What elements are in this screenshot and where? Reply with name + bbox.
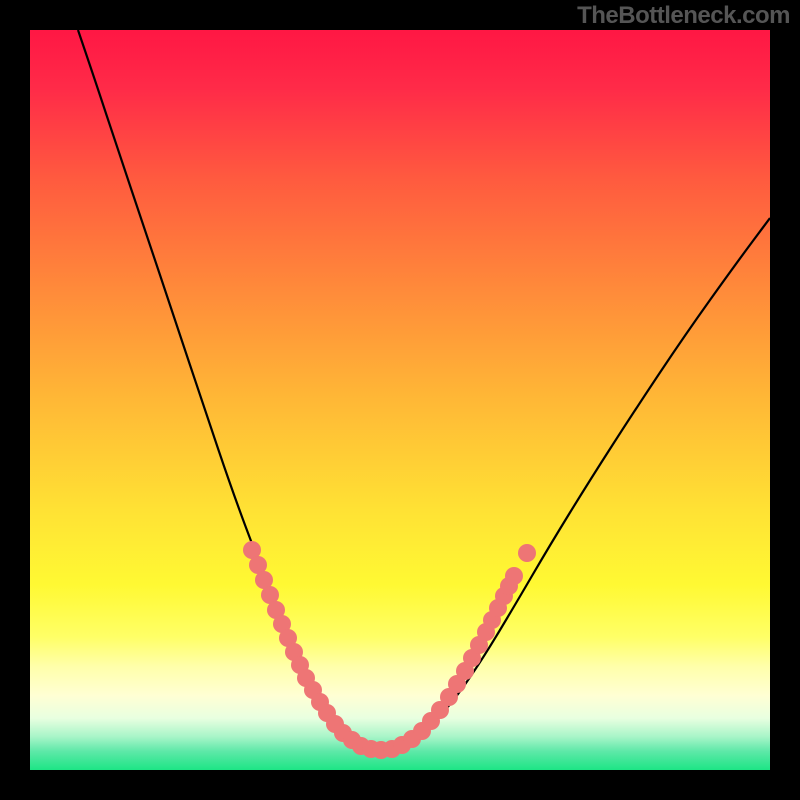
- frame-left: [0, 0, 30, 800]
- plot-background: [30, 30, 770, 770]
- data-marker: [518, 544, 536, 562]
- data-marker: [505, 567, 523, 585]
- bottleneck-chart: [0, 0, 800, 800]
- frame-right: [770, 0, 800, 800]
- frame-bottom: [0, 770, 800, 800]
- watermark-text: TheBottleneck.com: [577, 2, 790, 30]
